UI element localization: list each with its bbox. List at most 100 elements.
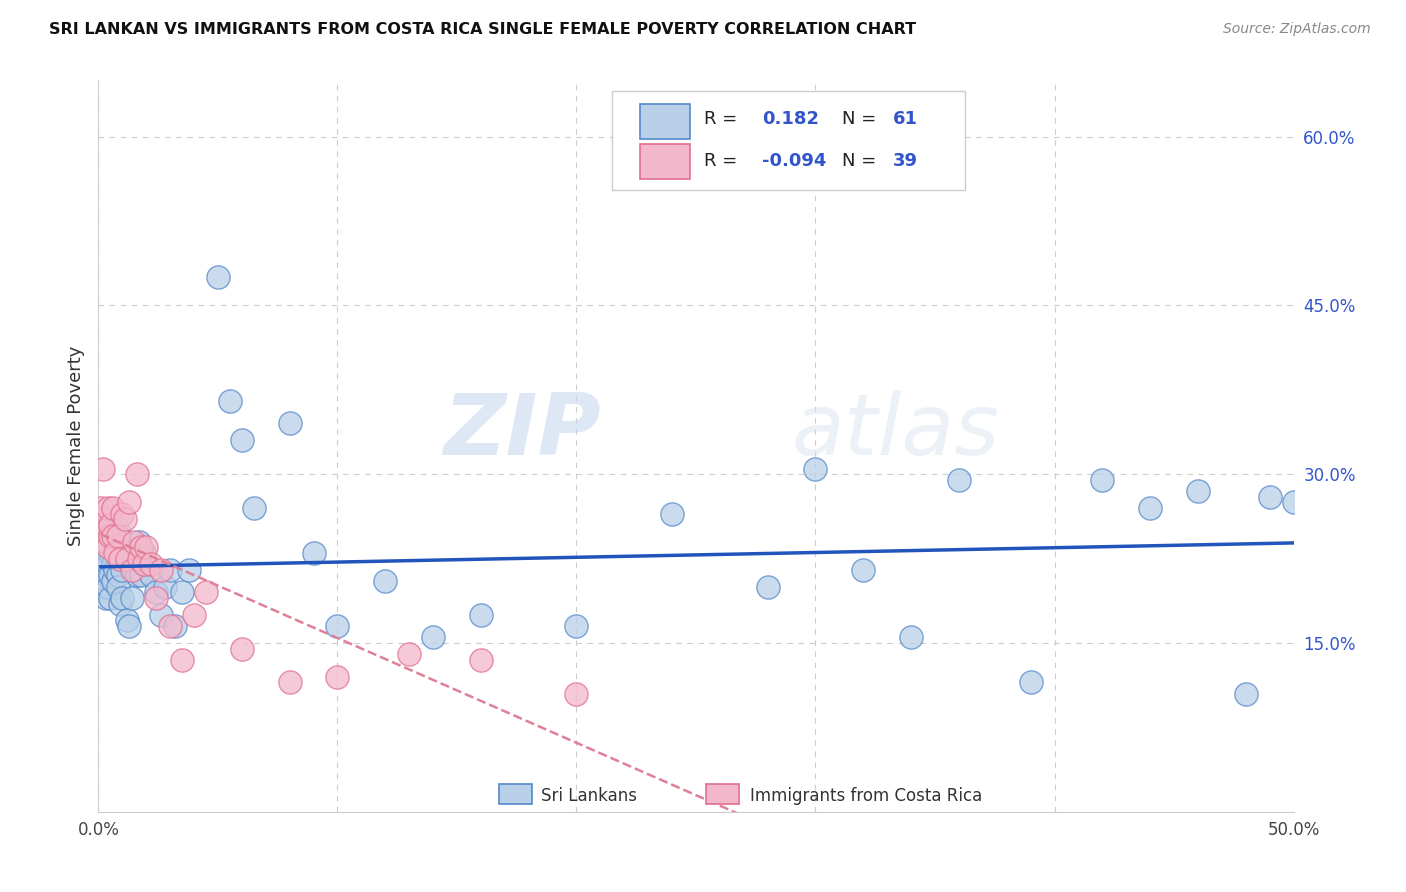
Point xyxy=(108,551,131,566)
Text: -0.094: -0.094 xyxy=(762,152,827,169)
Point xyxy=(121,591,143,605)
Text: R =: R = xyxy=(704,152,738,169)
Point xyxy=(1234,687,1257,701)
Text: ZIP: ZIP xyxy=(443,390,600,473)
Point xyxy=(94,568,117,582)
Point xyxy=(94,534,117,549)
Point xyxy=(326,619,349,633)
Point xyxy=(565,687,588,701)
Point xyxy=(107,568,129,582)
Point xyxy=(756,580,779,594)
Point xyxy=(179,563,201,577)
Point xyxy=(91,563,114,577)
Point xyxy=(231,434,253,448)
Point xyxy=(91,461,114,475)
Point xyxy=(104,546,127,560)
Point xyxy=(97,557,120,571)
Text: R =: R = xyxy=(704,110,738,128)
Point xyxy=(98,546,122,560)
FancyBboxPatch shape xyxy=(499,784,533,805)
Point xyxy=(1187,483,1209,498)
Point xyxy=(183,607,205,622)
Point xyxy=(804,461,827,475)
Point xyxy=(900,630,922,644)
Point xyxy=(661,507,683,521)
Point xyxy=(90,534,112,549)
Point xyxy=(98,568,122,582)
Point xyxy=(470,653,492,667)
Text: 39: 39 xyxy=(893,152,918,169)
Text: 61: 61 xyxy=(893,110,918,128)
Point xyxy=(114,512,136,526)
Point xyxy=(101,574,124,588)
Point xyxy=(124,534,146,549)
Point xyxy=(231,641,253,656)
Point xyxy=(852,563,875,577)
Text: Immigrants from Costa Rica: Immigrants from Costa Rica xyxy=(749,787,981,805)
Point xyxy=(948,473,970,487)
Y-axis label: Single Female Poverty: Single Female Poverty xyxy=(66,346,84,546)
Point xyxy=(139,568,162,582)
Point xyxy=(94,524,117,538)
Point xyxy=(91,580,114,594)
Point xyxy=(97,580,120,594)
Point xyxy=(94,591,117,605)
Point xyxy=(90,500,112,515)
Point xyxy=(111,563,134,577)
Text: atlas: atlas xyxy=(792,390,1000,473)
Point xyxy=(149,563,172,577)
Point xyxy=(1282,495,1305,509)
Point xyxy=(135,541,157,555)
FancyBboxPatch shape xyxy=(640,103,690,139)
Point xyxy=(91,512,114,526)
Point xyxy=(128,551,150,566)
Point xyxy=(97,541,120,555)
Point xyxy=(90,529,112,543)
Point xyxy=(131,568,153,582)
Point xyxy=(131,541,153,555)
Point xyxy=(565,619,588,633)
Point xyxy=(1139,500,1161,515)
Point xyxy=(124,563,146,577)
Text: Source: ZipAtlas.com: Source: ZipAtlas.com xyxy=(1223,22,1371,37)
Point xyxy=(1258,490,1281,504)
Point xyxy=(172,585,194,599)
FancyBboxPatch shape xyxy=(613,91,965,190)
Point xyxy=(115,614,138,628)
Point xyxy=(302,546,325,560)
Point xyxy=(107,529,129,543)
Text: SRI LANKAN VS IMMIGRANTS FROM COSTA RICA SINGLE FEMALE POVERTY CORRELATION CHART: SRI LANKAN VS IMMIGRANTS FROM COSTA RICA… xyxy=(49,22,917,37)
Text: N =: N = xyxy=(842,110,876,128)
Text: 0.182: 0.182 xyxy=(762,110,818,128)
Point xyxy=(135,557,157,571)
Point xyxy=(114,546,136,560)
Point xyxy=(422,630,444,644)
Point xyxy=(115,551,138,566)
Point xyxy=(163,619,186,633)
Point xyxy=(172,653,194,667)
Point xyxy=(98,517,122,532)
Point xyxy=(145,591,167,605)
Point xyxy=(101,557,124,571)
Point xyxy=(101,500,124,515)
Point xyxy=(398,647,420,661)
Point xyxy=(98,529,122,543)
Point xyxy=(145,585,167,599)
Point xyxy=(111,507,134,521)
Point xyxy=(139,557,162,571)
Point xyxy=(1091,473,1114,487)
Point xyxy=(125,568,148,582)
Point xyxy=(132,557,155,571)
Point xyxy=(207,270,229,285)
Point xyxy=(159,619,181,633)
Point xyxy=(121,563,143,577)
Point xyxy=(101,529,124,543)
Point xyxy=(111,591,134,605)
FancyBboxPatch shape xyxy=(706,784,740,805)
Point xyxy=(326,670,349,684)
Point xyxy=(118,495,141,509)
Point xyxy=(90,517,112,532)
Text: Sri Lankans: Sri Lankans xyxy=(541,787,637,805)
Point xyxy=(470,607,492,622)
Point xyxy=(104,563,127,577)
